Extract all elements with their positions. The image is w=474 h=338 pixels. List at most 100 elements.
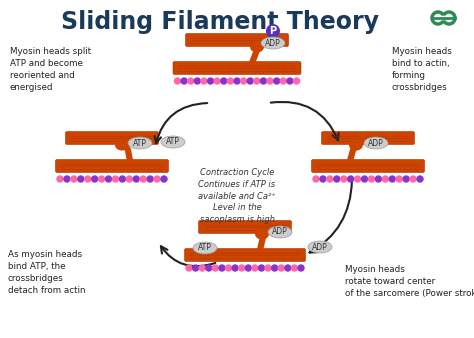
Ellipse shape bbox=[128, 137, 152, 149]
Circle shape bbox=[91, 176, 98, 182]
Circle shape bbox=[272, 265, 278, 271]
Ellipse shape bbox=[255, 228, 269, 240]
Circle shape bbox=[188, 78, 194, 84]
Text: ATP: ATP bbox=[133, 139, 147, 147]
Circle shape bbox=[154, 176, 160, 182]
Text: Myosin heads
rotate toward center
of the sarcomere (Power stroke): Myosin heads rotate toward center of the… bbox=[345, 265, 474, 298]
Circle shape bbox=[71, 176, 77, 182]
FancyBboxPatch shape bbox=[184, 248, 306, 262]
Circle shape bbox=[232, 265, 238, 271]
Text: ADP: ADP bbox=[272, 227, 288, 237]
Circle shape bbox=[147, 176, 153, 182]
Circle shape bbox=[375, 176, 382, 182]
Circle shape bbox=[267, 78, 273, 84]
Ellipse shape bbox=[266, 24, 280, 38]
Circle shape bbox=[214, 78, 220, 84]
Text: ADP: ADP bbox=[368, 139, 384, 147]
Circle shape bbox=[247, 78, 253, 84]
Ellipse shape bbox=[161, 136, 185, 148]
Circle shape bbox=[368, 176, 374, 182]
FancyBboxPatch shape bbox=[441, 16, 449, 20]
Text: As myosin heads
bind ATP, the
crossbridges
detach from actin: As myosin heads bind ATP, the crossbridg… bbox=[8, 250, 85, 295]
FancyBboxPatch shape bbox=[311, 160, 425, 172]
Text: Myosin heads split
ATP and become
reoriented and
energised: Myosin heads split ATP and become reorie… bbox=[10, 47, 91, 93]
Circle shape bbox=[334, 176, 340, 182]
Circle shape bbox=[194, 78, 201, 84]
Circle shape bbox=[362, 176, 367, 182]
Circle shape bbox=[219, 265, 225, 271]
Circle shape bbox=[265, 265, 271, 271]
Circle shape bbox=[112, 176, 118, 182]
Circle shape bbox=[212, 265, 219, 271]
Text: Contraction Cycle
Continues if ATP is
available and Ca²⁺
Level in the
sacoplasm : Contraction Cycle Continues if ATP is av… bbox=[198, 168, 276, 224]
Circle shape bbox=[389, 176, 395, 182]
Ellipse shape bbox=[115, 140, 129, 150]
Circle shape bbox=[221, 78, 227, 84]
Circle shape bbox=[383, 176, 388, 182]
Text: P: P bbox=[269, 26, 276, 36]
Circle shape bbox=[186, 265, 192, 271]
Circle shape bbox=[239, 265, 245, 271]
Circle shape bbox=[293, 78, 300, 84]
Circle shape bbox=[320, 176, 326, 182]
Text: ADP: ADP bbox=[265, 39, 281, 48]
Text: Sliding Filament Theory: Sliding Filament Theory bbox=[61, 10, 379, 34]
Circle shape bbox=[174, 78, 181, 84]
Circle shape bbox=[57, 176, 63, 182]
Circle shape bbox=[181, 78, 187, 84]
Circle shape bbox=[298, 265, 304, 271]
Circle shape bbox=[199, 265, 205, 271]
Circle shape bbox=[273, 78, 280, 84]
Circle shape bbox=[192, 265, 199, 271]
Text: ADP: ADP bbox=[312, 242, 328, 251]
Circle shape bbox=[133, 176, 139, 182]
Circle shape bbox=[278, 265, 284, 271]
Circle shape bbox=[78, 176, 84, 182]
Circle shape bbox=[226, 265, 231, 271]
Text: ATP: ATP bbox=[166, 138, 180, 146]
Circle shape bbox=[347, 176, 354, 182]
FancyBboxPatch shape bbox=[185, 33, 289, 47]
Circle shape bbox=[252, 265, 258, 271]
Circle shape bbox=[228, 78, 233, 84]
Circle shape bbox=[280, 78, 286, 84]
Ellipse shape bbox=[250, 42, 264, 52]
Text: Myosin heads
bind to actin,
forming
crossbridges: Myosin heads bind to actin, forming cros… bbox=[392, 47, 452, 93]
FancyBboxPatch shape bbox=[173, 62, 301, 74]
Circle shape bbox=[99, 176, 105, 182]
Circle shape bbox=[85, 176, 91, 182]
Circle shape bbox=[285, 265, 291, 271]
Circle shape bbox=[64, 176, 70, 182]
Circle shape bbox=[327, 176, 333, 182]
FancyBboxPatch shape bbox=[321, 131, 414, 145]
Circle shape bbox=[140, 176, 146, 182]
Circle shape bbox=[208, 78, 214, 84]
Circle shape bbox=[234, 78, 240, 84]
Circle shape bbox=[201, 78, 207, 84]
Circle shape bbox=[127, 176, 132, 182]
Circle shape bbox=[119, 176, 126, 182]
Ellipse shape bbox=[193, 242, 217, 254]
FancyBboxPatch shape bbox=[199, 220, 292, 234]
Circle shape bbox=[410, 176, 416, 182]
Circle shape bbox=[245, 265, 251, 271]
Circle shape bbox=[206, 265, 212, 271]
Circle shape bbox=[313, 176, 319, 182]
Circle shape bbox=[341, 176, 347, 182]
Circle shape bbox=[106, 176, 111, 182]
Circle shape bbox=[161, 176, 167, 182]
Circle shape bbox=[292, 265, 297, 271]
Circle shape bbox=[396, 176, 402, 182]
Text: ATP: ATP bbox=[198, 243, 212, 252]
Circle shape bbox=[254, 78, 260, 84]
Ellipse shape bbox=[364, 137, 388, 149]
Ellipse shape bbox=[268, 226, 292, 238]
Circle shape bbox=[260, 78, 266, 84]
Circle shape bbox=[417, 176, 423, 182]
Circle shape bbox=[403, 176, 409, 182]
Circle shape bbox=[287, 78, 293, 84]
Ellipse shape bbox=[261, 37, 285, 49]
Ellipse shape bbox=[308, 241, 332, 253]
FancyBboxPatch shape bbox=[55, 160, 168, 172]
FancyBboxPatch shape bbox=[65, 131, 158, 145]
